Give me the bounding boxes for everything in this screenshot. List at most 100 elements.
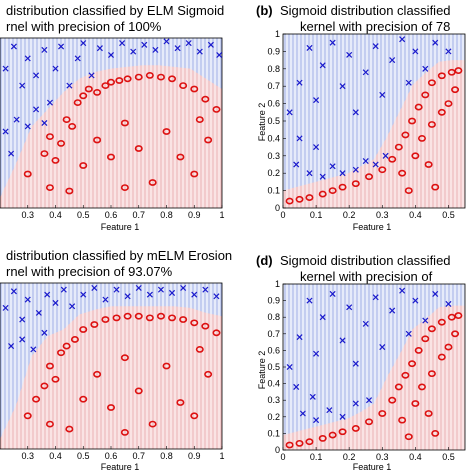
x-marker xyxy=(33,72,40,79)
x-marker-stroke xyxy=(113,286,120,293)
o-marker xyxy=(112,314,121,322)
x-marker-stroke xyxy=(130,48,137,55)
x-marker xyxy=(362,69,369,76)
o-marker xyxy=(388,396,397,404)
x-marker-stroke xyxy=(41,46,48,53)
x-tick-label: 0.1 xyxy=(310,452,323,462)
o-marker xyxy=(148,420,157,428)
x-marker-stroke xyxy=(157,286,164,293)
x-marker-stroke xyxy=(296,79,303,86)
region-red xyxy=(283,305,465,450)
o-marker xyxy=(378,166,387,174)
x-marker xyxy=(286,363,293,371)
x-tick-label: 0.4 xyxy=(409,452,422,462)
o-marker xyxy=(93,89,102,96)
x-marker xyxy=(19,336,26,343)
x-marker-stroke xyxy=(66,82,73,89)
x-tick-label: 0.8 xyxy=(160,210,173,220)
o-marker xyxy=(318,190,327,198)
o-marker xyxy=(404,187,413,194)
x-marker-stroke xyxy=(33,106,40,113)
x-marker-stroke xyxy=(412,297,419,304)
o-marker xyxy=(107,404,116,411)
o-marker xyxy=(204,136,213,144)
x-marker xyxy=(2,304,9,311)
o-marker xyxy=(90,321,99,328)
x-marker-stroke xyxy=(293,161,300,168)
x-marker-stroke xyxy=(422,65,429,72)
x-marker xyxy=(141,41,148,48)
o-marker xyxy=(62,116,71,123)
x-marker-stroke xyxy=(180,284,187,292)
x-marker xyxy=(366,397,373,404)
o-marker xyxy=(79,92,88,100)
x-marker xyxy=(339,413,346,420)
o-marker xyxy=(120,354,129,362)
o-marker xyxy=(414,103,423,111)
o-marker xyxy=(68,123,77,130)
x-marker-stroke xyxy=(339,170,346,177)
x-marker-stroke xyxy=(346,51,353,58)
x-marker xyxy=(80,291,87,298)
x-marker xyxy=(296,334,303,341)
o-marker xyxy=(454,312,463,319)
x-marker xyxy=(191,291,198,298)
o-marker xyxy=(190,319,199,327)
o-marker xyxy=(40,382,49,390)
x-marker xyxy=(293,161,300,168)
o-marker xyxy=(398,416,407,424)
x-marker xyxy=(339,170,346,177)
x-marker-stroke xyxy=(41,329,48,336)
o-marker xyxy=(285,441,294,449)
o-marker xyxy=(212,106,221,113)
o-marker xyxy=(295,195,304,203)
x-marker xyxy=(313,97,320,104)
x-marker-stroke xyxy=(319,62,326,69)
o-marker xyxy=(408,360,417,368)
panel-d: (d) Sigmoid distribution classified kern… xyxy=(256,253,466,472)
panel-a-xlabel: Feature 1 xyxy=(101,222,140,232)
x-tick-label: 0.7 xyxy=(132,210,145,220)
y-tick-label: 0 xyxy=(275,445,280,455)
o-marker xyxy=(65,187,74,195)
y-tick-label: 0.3 xyxy=(267,395,280,405)
x-marker xyxy=(379,344,386,351)
x-marker-stroke xyxy=(46,99,53,106)
x-marker-stroke xyxy=(329,290,336,297)
x-marker-stroke xyxy=(329,163,336,170)
o-marker xyxy=(73,99,82,106)
x-marker xyxy=(405,330,412,337)
x-marker xyxy=(405,79,412,86)
o-marker xyxy=(305,438,314,446)
x-tick-label: 0.4 xyxy=(49,210,62,220)
panel-b-letter: (b) xyxy=(256,3,273,18)
o-marker xyxy=(190,170,199,178)
o-marker xyxy=(93,136,102,144)
x-marker xyxy=(286,109,293,116)
x-marker-stroke xyxy=(52,299,59,306)
o-marker xyxy=(427,325,436,333)
o-marker xyxy=(421,91,430,99)
x-marker xyxy=(352,109,359,116)
o-marker xyxy=(328,431,337,439)
o-marker xyxy=(451,330,460,338)
x-marker-stroke xyxy=(306,297,313,304)
o-marker xyxy=(179,316,188,323)
x-marker xyxy=(216,51,223,59)
o-marker xyxy=(176,153,185,161)
o-marker xyxy=(408,117,417,125)
panel-c: distribution classified by mELM Erosion … xyxy=(0,248,232,472)
panel-c-plot: 0.3 0.4 0.5 0.6 0.7 0.8 0.9 1 xyxy=(0,282,225,461)
x-marker-stroke xyxy=(352,400,359,407)
x-marker-stroke xyxy=(389,307,396,314)
y-tick-label: 0.7 xyxy=(267,81,280,91)
x-marker-stroke xyxy=(372,43,379,50)
x-marker xyxy=(329,290,336,297)
x-marker-stroke xyxy=(329,39,336,46)
x-marker xyxy=(306,44,313,51)
x-marker xyxy=(412,297,419,304)
o-marker xyxy=(417,383,426,391)
x-marker-stroke xyxy=(8,150,15,157)
x-marker xyxy=(399,36,406,43)
